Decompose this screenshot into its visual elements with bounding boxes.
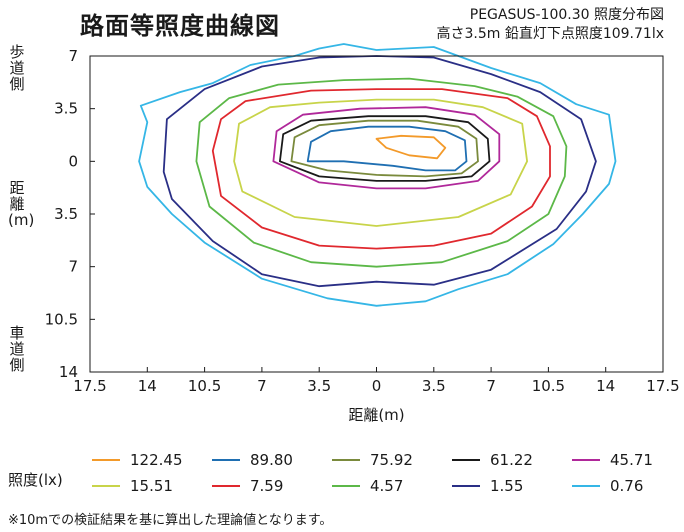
legend-item: 45.71 bbox=[572, 449, 653, 471]
model-line: PEGASUS-100.30 照度分布図 bbox=[469, 7, 664, 23]
legend-swatch bbox=[212, 459, 240, 461]
legend-item: 0.76 bbox=[572, 475, 643, 497]
isolux-curve-4-57 bbox=[195, 77, 568, 268]
y-tick-label: 7 bbox=[68, 47, 78, 65]
legend-label: 1.55 bbox=[490, 477, 524, 495]
legend-label: 0.76 bbox=[610, 477, 644, 495]
legend-item: 61.22 bbox=[452, 449, 533, 471]
isolux-curve-0-76 bbox=[138, 43, 617, 307]
y-tick-label: 7 bbox=[68, 258, 78, 276]
legend-swatch bbox=[332, 459, 360, 461]
legend-title: 照度(lx) bbox=[8, 471, 63, 489]
footnote: ※10mでの検証結果を基に算出した理論値となります。 bbox=[8, 513, 333, 528]
y-tick-label: 14 bbox=[59, 363, 78, 381]
x-tick-label: 3.5 bbox=[422, 377, 446, 395]
legend-swatch bbox=[452, 459, 480, 461]
x-tick-label: 3.5 bbox=[307, 377, 331, 395]
y-side-label-roadway: 車道側 bbox=[9, 324, 25, 374]
x-tick-label: 14 bbox=[596, 377, 615, 395]
legend-item: 7.59 bbox=[212, 475, 283, 497]
legend-label: 75.92 bbox=[370, 451, 413, 469]
legend-item: 122.45 bbox=[92, 449, 183, 471]
legend-label: 122.45 bbox=[130, 451, 183, 469]
y-tick-label: 3.5 bbox=[54, 205, 78, 223]
subtitle: PEGASUS-100.30 照度分布図 高さ3.5m 鉛直灯下点照度109.7… bbox=[436, 6, 664, 44]
y-tick-label: 0 bbox=[68, 152, 78, 170]
legend-label: 7.59 bbox=[250, 477, 284, 495]
legend-swatch bbox=[452, 485, 480, 487]
legend-swatch bbox=[92, 459, 120, 461]
isolux-curve-45-71 bbox=[272, 106, 501, 190]
isolux-curve-89-80 bbox=[306, 125, 468, 172]
isolux-curve-122-45 bbox=[375, 134, 447, 160]
x-tick-label: 10.5 bbox=[188, 377, 221, 395]
isolux-curves bbox=[138, 43, 617, 307]
legend-item: 15.51 bbox=[92, 475, 173, 497]
legend-item: 89.80 bbox=[212, 449, 293, 471]
legend-swatch bbox=[212, 485, 240, 487]
isolux-curve-61-22 bbox=[279, 115, 491, 182]
legend-label: 61.22 bbox=[490, 451, 533, 469]
legend-label: 45.71 bbox=[610, 451, 653, 469]
legend-swatch bbox=[572, 459, 600, 461]
plot-frame bbox=[89, 55, 664, 373]
page-title: 路面等照度曲線図 bbox=[80, 12, 280, 40]
legend-swatch bbox=[572, 485, 600, 487]
legend-item: 75.92 bbox=[332, 449, 413, 471]
legend-item: 4.57 bbox=[332, 475, 403, 497]
isolux-curve-15-51 bbox=[233, 98, 528, 227]
y-axis: 7 3.5 0 3.5 7 10.5 14 bbox=[45, 47, 95, 381]
x-tick-label: 10.5 bbox=[532, 377, 565, 395]
legend-label: 4.57 bbox=[370, 477, 404, 495]
legend-swatch bbox=[332, 485, 360, 487]
isolux-curve-7-59 bbox=[211, 88, 551, 250]
x-tick-label: 0 bbox=[372, 377, 382, 395]
x-axis-label: 距離(m) bbox=[348, 406, 404, 424]
condition-line: 高さ3.5m 鉛直灯下点照度109.71lx bbox=[436, 26, 664, 42]
isolux-curve-75-92 bbox=[290, 119, 479, 178]
legend-item: 1.55 bbox=[452, 475, 523, 497]
legend-label: 89.80 bbox=[250, 451, 293, 469]
x-tick-label: 14 bbox=[138, 377, 157, 395]
y-tick-label: 3.5 bbox=[54, 100, 78, 118]
legend-swatch bbox=[92, 485, 120, 487]
isolux-curve-1-55 bbox=[162, 55, 597, 288]
x-axis: 17.5 14 10.5 7 3.5 0 3.5 7 10.5 14 17.5 bbox=[73, 367, 680, 395]
y-side-label-sidewalk: 歩道側 bbox=[9, 43, 25, 93]
x-tick-label: 17.5 bbox=[646, 377, 679, 395]
x-tick-label: 7 bbox=[486, 377, 496, 395]
legend-label: 15.51 bbox=[130, 477, 173, 495]
y-tick-label: 10.5 bbox=[45, 310, 78, 328]
isolux-chart: 17.5 14 10.5 7 3.5 0 3.5 7 10.5 14 17.5 73.503.571… bbox=[45, 43, 680, 424]
x-tick-label: 7 bbox=[257, 377, 267, 395]
x-tick-label: 17.5 bbox=[73, 377, 106, 395]
